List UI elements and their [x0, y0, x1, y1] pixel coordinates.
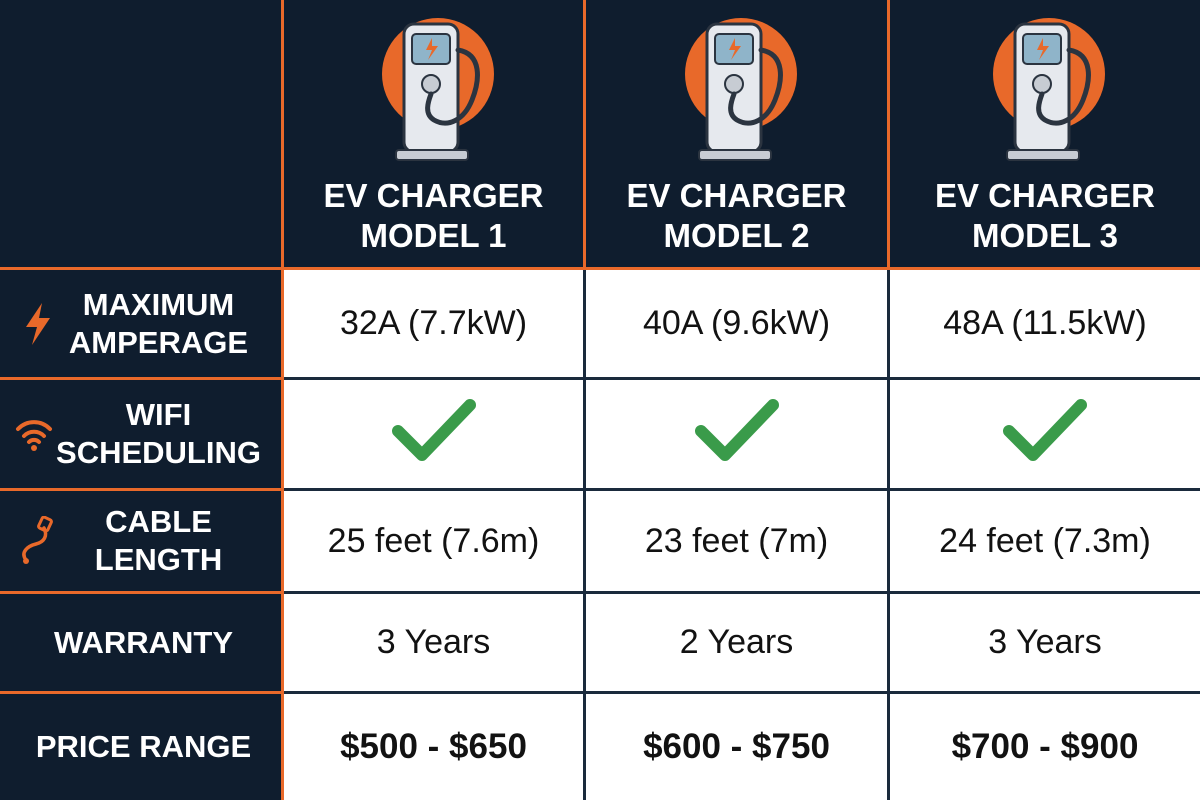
- row-label-wifi: WIFI SCHEDULING: [0, 380, 284, 491]
- row-label-price: PRICE RANGE: [0, 694, 284, 800]
- checkmark-icon: [391, 397, 476, 472]
- value-cell: 48A (11.5kW): [890, 270, 1200, 380]
- value-cell: 23 feet (7m): [586, 491, 890, 594]
- model-header-1: EV CHARGER MODEL 1: [284, 0, 586, 270]
- check-cell: [586, 380, 890, 491]
- model-header-2: EV CHARGER MODEL 2: [586, 0, 890, 270]
- check-cell: [890, 380, 1200, 491]
- ev-charger-icon: [975, 10, 1115, 170]
- check-cell: [284, 380, 586, 491]
- lightning-icon: [16, 299, 60, 349]
- row-label-warranty: WARRANTY: [0, 594, 284, 694]
- value-cell: 3 Years: [890, 594, 1200, 694]
- row-label-text: WARRANTY: [53, 624, 234, 660]
- row-label-cable: CABLE LENGTH: [0, 491, 284, 594]
- ev-charger-icon: [364, 10, 504, 170]
- model-title: EV CHARGER MODEL 2: [626, 177, 847, 254]
- value-cell: 2 Years: [586, 594, 890, 694]
- model-header-3: EV CHARGER MODEL 3: [890, 0, 1200, 270]
- value-cell: 3 Years: [284, 594, 586, 694]
- row-label-amperage: MAXIMUM AMPERAGE: [0, 270, 284, 380]
- corner-cell: [0, 0, 284, 270]
- checkmark-icon: [1003, 397, 1087, 472]
- cable-icon: [16, 516, 60, 566]
- price-cell: $700 - $900: [890, 694, 1200, 800]
- row-label-text: WIFI SCHEDULING: [56, 397, 261, 470]
- ev-charger-icon: [667, 10, 807, 170]
- wifi-icon: [12, 409, 56, 459]
- value-cell: 32A (7.7kW): [284, 270, 586, 380]
- row-label-text: PRICE RANGE: [35, 729, 252, 764]
- checkmark-icon: [694, 397, 779, 472]
- value-cell: 40A (9.6kW): [586, 270, 890, 380]
- value-cell: 25 feet (7.6m): [284, 491, 586, 594]
- model-title: EV CHARGER MODEL 3: [934, 177, 1156, 254]
- price-cell: $600 - $750: [586, 694, 890, 800]
- row-label-text: MAXIMUM AMPERAGE: [68, 286, 249, 360]
- value-cell: 24 feet (7.3m): [890, 491, 1200, 594]
- price-cell: $500 - $650: [284, 694, 586, 800]
- model-title: EV CHARGER MODEL 1: [323, 177, 544, 254]
- row-label-text: CABLE LENGTH: [94, 504, 223, 577]
